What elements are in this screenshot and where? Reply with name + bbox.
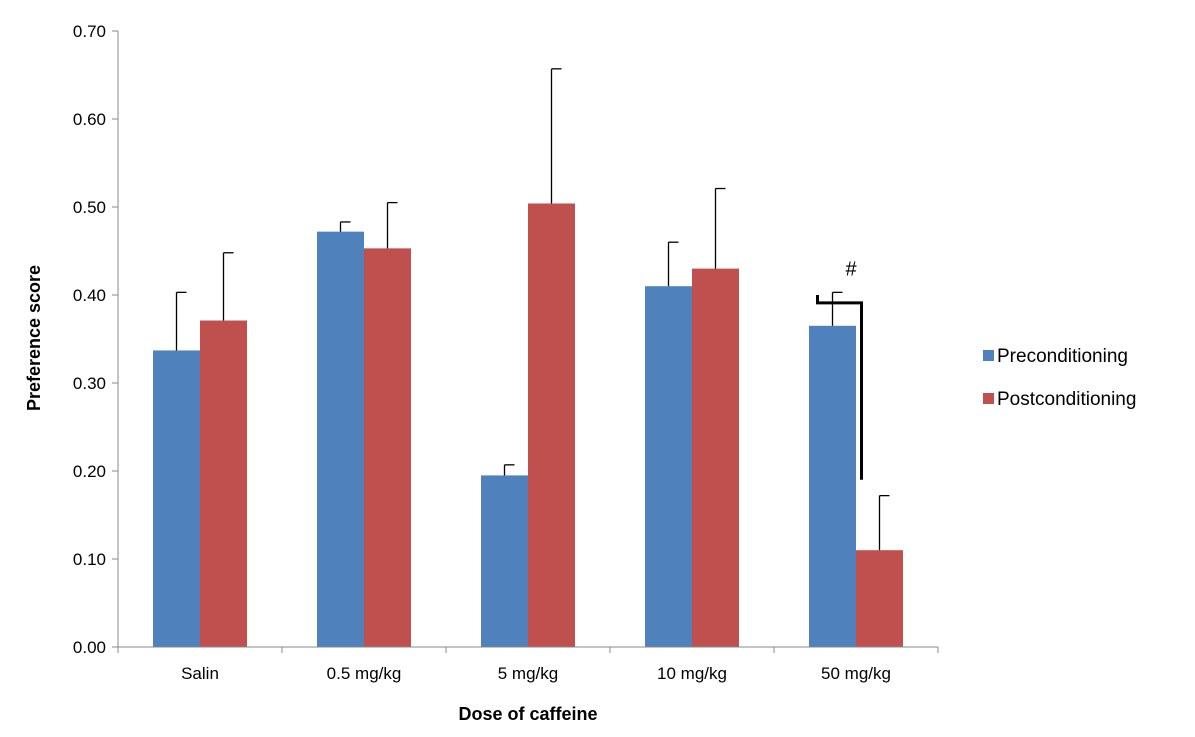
y-tick-label-0: 0.00: [73, 638, 106, 657]
bar-pre-2: [481, 475, 528, 647]
significance-marker: #: [845, 259, 857, 281]
y-tick-label-2: 0.20: [73, 462, 106, 481]
y-tick-label-3: 0.30: [73, 374, 106, 393]
bars-layer: [153, 203, 903, 648]
significance-bracket: [816, 295, 863, 480]
annotations-layer: #: [816, 259, 863, 480]
y-axis-title: Preference score: [24, 265, 44, 411]
x-tick-label-0: Salin: [181, 664, 219, 683]
y-tick-label-6: 0.60: [73, 110, 106, 129]
y-tick-label-4: 0.40: [73, 286, 106, 305]
bar-post-0: [200, 320, 247, 647]
bar-pre-4: [809, 325, 856, 647]
bar-pre-0: [153, 350, 200, 647]
bar-post-1: [364, 248, 411, 648]
legend-swatch-postconditioning: [983, 393, 994, 404]
x-tick-label-1: 0.5 mg/kg: [327, 664, 402, 683]
bar-pre-1: [317, 231, 364, 647]
legend-label-postconditioning: Postconditioning: [997, 389, 1136, 410]
axes-layer: 0.00 0.10 0.20 0.30 0.40 0.50 0.60 0.70 Salin 0.5…: [73, 22, 939, 683]
x-tick-label-2: 5 mg/kg: [498, 664, 558, 683]
x-axis-title: Dose of caffeine: [458, 704, 597, 724]
bar-pre-3: [645, 286, 692, 647]
legend: Preconditioning Postconditioning: [983, 346, 1136, 410]
error-bars-layer: [175, 68, 890, 551]
x-tick-label-3: 10 mg/kg: [657, 664, 727, 683]
y-tick-label-1: 0.10: [73, 550, 106, 569]
y-tick-label-5: 0.50: [73, 198, 106, 217]
x-tick-label-4: 50 mg/kg: [821, 664, 891, 683]
bar-post-3: [692, 268, 739, 647]
legend-label-preconditioning: Preconditioning: [997, 346, 1128, 367]
y-tick-label-7: 0.70: [73, 22, 106, 41]
legend-swatch-preconditioning: [983, 350, 994, 361]
bar-post-4: [856, 550, 903, 647]
bar-post-2: [528, 203, 575, 648]
